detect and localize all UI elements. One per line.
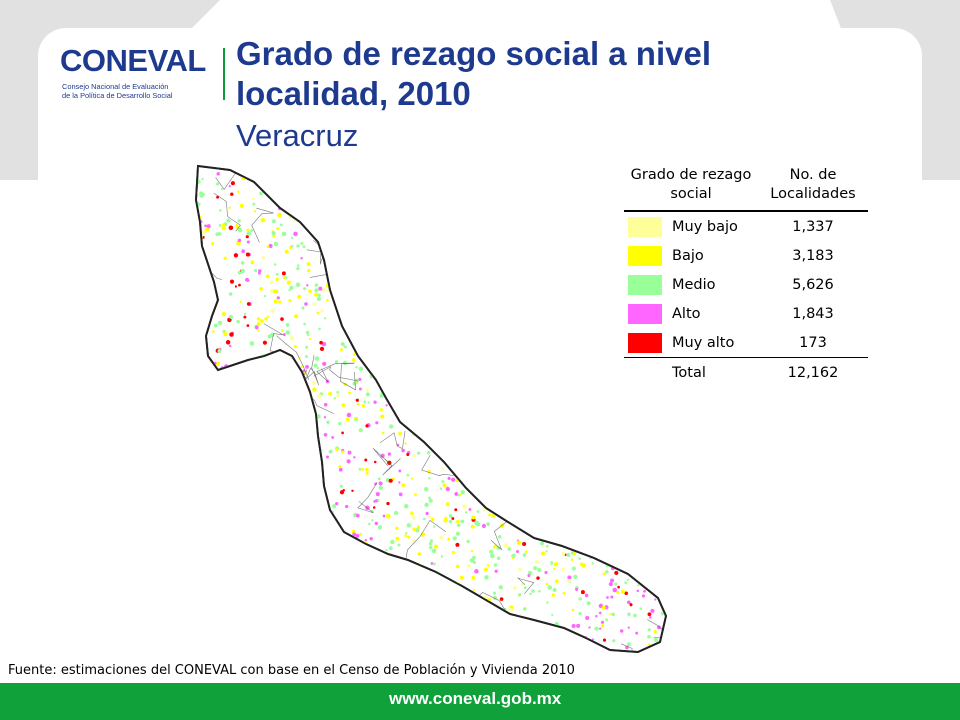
- legend-row: Muy bajo 1,337: [624, 212, 868, 241]
- legend-header-count: No. de Localidades: [770, 167, 856, 202]
- legend-row: Muy alto 173: [624, 328, 868, 357]
- legend-count: 3,183: [792, 248, 834, 264]
- legend-row: Alto 1,843: [624, 299, 868, 328]
- coneval-logo: CONEVAL Consejo Nacional de Evaluación d…: [60, 44, 210, 106]
- legend-label: Muy alto: [672, 335, 735, 351]
- legend-swatch: [628, 333, 662, 353]
- logo-subtitle-line2: de la Política de Desarrollo Social: [62, 91, 173, 100]
- legend-label: Muy bajo: [672, 219, 738, 235]
- source-note: Fuente: estimaciones del CONEVAL con bas…: [8, 663, 575, 678]
- legend-swatch: [628, 217, 662, 237]
- footer-url-link[interactable]: www.coneval.gob.mx: [389, 689, 562, 708]
- legend-table: Grado de rezago social No. de Localidade…: [624, 166, 868, 387]
- legend-row: Bajo 3,183: [624, 241, 868, 270]
- legend-count: 5,626: [792, 277, 834, 293]
- page-subtitle: Veracruz: [236, 118, 359, 153]
- legend-count: 173: [799, 335, 827, 351]
- legend-label: Bajo: [672, 248, 704, 264]
- legend-row: Medio 5,626: [624, 270, 868, 299]
- legend-total-label: Total: [672, 365, 706, 381]
- logo-wordmark: CONEVAL: [60, 43, 206, 78]
- legend-swatch: [628, 304, 662, 324]
- legend-header: Grado de rezago social No. de Localidade…: [624, 166, 868, 212]
- legend-label: Alto: [672, 306, 701, 322]
- footer-bar: [0, 683, 960, 720]
- page-title: Grado de rezago social a nivel localidad…: [236, 35, 712, 112]
- legend-header-grado: Grado de rezago social: [630, 167, 752, 202]
- legend-count: 1,337: [792, 219, 834, 235]
- legend-count: 1,843: [792, 306, 834, 322]
- legend-total-row: Total 12,162: [624, 357, 868, 387]
- veracruz-map: [195, 165, 667, 653]
- legend-swatch: [628, 275, 662, 295]
- legend-total-count: 12,162: [787, 365, 839, 381]
- legend-swatch: [628, 246, 662, 266]
- legend-rows: Muy bajo 1,337 Bajo 3,183 Medio 5,626 Alto 1,84…: [624, 212, 868, 357]
- legend-label: Medio: [672, 277, 716, 293]
- title-divider: [223, 48, 225, 100]
- logo-subtitle-line1: Consejo Nacional de Evaluación: [62, 82, 169, 91]
